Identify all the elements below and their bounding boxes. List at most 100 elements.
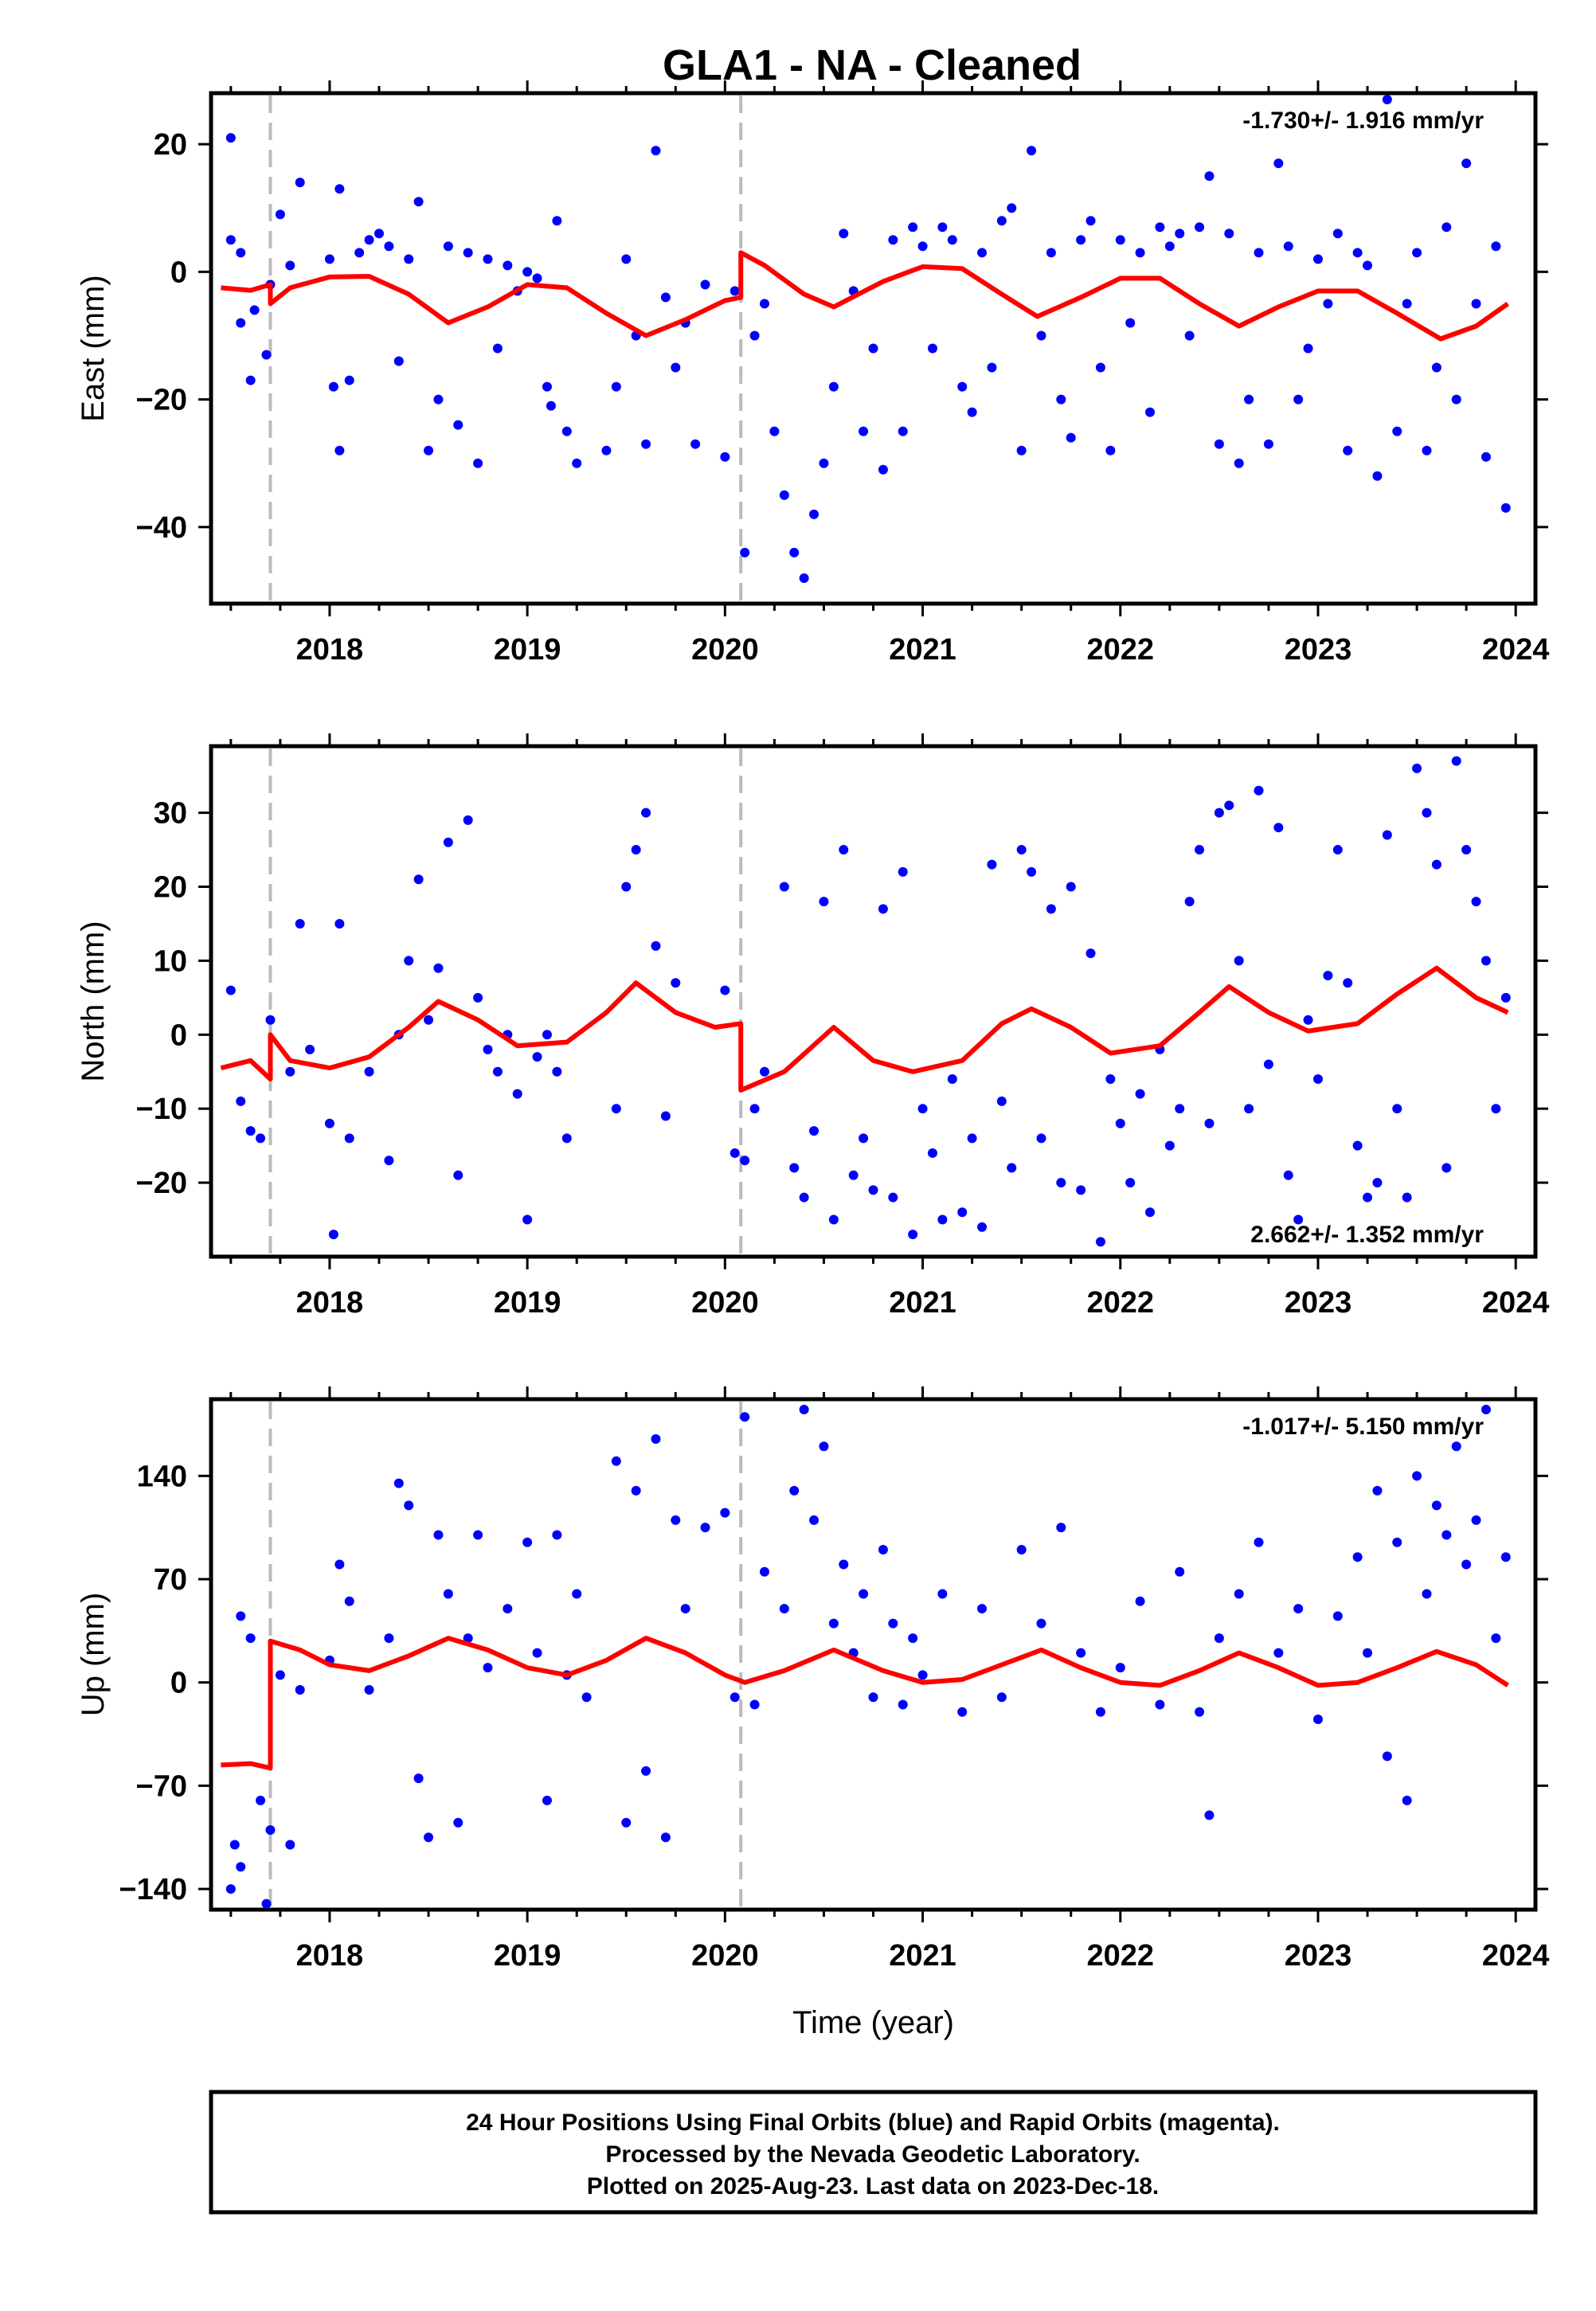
data-point [1234, 1589, 1244, 1599]
x-tick-label: 2023 [1285, 1939, 1352, 1973]
data-point [1441, 1530, 1452, 1540]
data-point [1066, 432, 1076, 443]
data-point [328, 1230, 338, 1240]
data-point [1056, 394, 1066, 405]
data-point [433, 1530, 444, 1540]
x-tick-label: 2023 [1285, 1286, 1352, 1320]
data-point [522, 1214, 533, 1225]
data-point [1066, 882, 1076, 892]
data-point [256, 1795, 266, 1805]
figure-title: GLA1 - NA - Cleaned [663, 41, 1082, 89]
data-point [671, 978, 681, 988]
data-point [749, 330, 760, 341]
data-point [660, 292, 671, 303]
data-point [334, 184, 345, 194]
data-point [236, 1862, 246, 1872]
data-point [631, 845, 641, 855]
data-points [225, 1404, 1511, 1909]
data-point [229, 1840, 240, 1850]
data-point [225, 985, 236, 995]
data-point [1500, 1552, 1511, 1562]
data-point [730, 1148, 740, 1158]
data-point [424, 1015, 434, 1025]
data-point [898, 1699, 908, 1710]
data-point [1461, 1559, 1472, 1570]
x-tick-label: 2020 [691, 633, 759, 667]
data-point [413, 1773, 424, 1784]
data-point [324, 254, 334, 264]
data-point [413, 874, 424, 885]
data-point [256, 1133, 266, 1144]
data-point [473, 458, 483, 468]
data-point [1500, 502, 1511, 513]
data-point [225, 1884, 236, 1895]
data-point [1441, 1163, 1452, 1173]
data-point [503, 1604, 513, 1614]
data-point [443, 837, 453, 847]
data-point [819, 897, 829, 907]
data-point [908, 222, 918, 233]
model-curve [220, 965, 1509, 1093]
data-point [720, 452, 730, 462]
data-point [1392, 1104, 1402, 1114]
data-point [1115, 1663, 1125, 1673]
data-point [265, 1824, 276, 1835]
data-point [552, 216, 562, 226]
data-point [225, 235, 236, 245]
data-point [1382, 1751, 1392, 1762]
data-point [236, 1611, 246, 1621]
y-tick-label: 30 [154, 797, 187, 831]
data-point [779, 882, 789, 892]
y-tick-label: 10 [154, 944, 187, 978]
data-point [225, 133, 236, 143]
data-point [1273, 158, 1284, 169]
data-point [611, 381, 621, 392]
data-point [1027, 146, 1037, 156]
data-point [996, 1692, 1007, 1703]
data-point [1352, 1552, 1363, 1562]
panel-3: 2018 2019 2020 2021 2022 2023 2024 140 70 0 −70 −14… [76, 1386, 1549, 2040]
data-point [611, 1104, 621, 1114]
data-point [947, 1074, 957, 1085]
data-point [453, 1170, 464, 1180]
data-point [878, 464, 888, 475]
data-point [236, 248, 246, 258]
data-point [977, 1222, 988, 1232]
data-point [1155, 1699, 1165, 1710]
data-point [1343, 445, 1353, 456]
data-point [295, 918, 305, 929]
data-point [453, 1817, 464, 1828]
data-point [552, 1066, 562, 1077]
data-point [1283, 241, 1293, 252]
data-point [1283, 1170, 1293, 1180]
data-point [463, 815, 473, 825]
data-point [1195, 1707, 1205, 1717]
y-tick-label: 0 [170, 256, 187, 289]
y-tick-label: 20 [154, 128, 187, 162]
x-tick-label: 2023 [1285, 633, 1352, 667]
data-point [275, 209, 285, 220]
data-point [1412, 763, 1422, 773]
data-point [344, 1133, 354, 1144]
data-point [1293, 1214, 1304, 1225]
data-point [769, 426, 780, 436]
data-point [1195, 222, 1205, 233]
data-point [1036, 1618, 1046, 1629]
data-point [660, 1111, 671, 1121]
data-point [1175, 1104, 1185, 1114]
data-point [680, 1604, 690, 1614]
data-point [1422, 1589, 1432, 1599]
data-point [1382, 95, 1392, 105]
y-tick-label: −10 [136, 1093, 187, 1126]
data-point [1481, 1404, 1491, 1414]
data-point [1234, 956, 1244, 966]
data-point [1431, 859, 1441, 870]
data-point [492, 1066, 503, 1077]
data-point [1046, 248, 1056, 258]
velocity-label: 2.662+/- 1.352 mm/yr [1250, 1222, 1484, 1248]
data-point [561, 426, 572, 436]
data-point [759, 1066, 769, 1077]
data-point [888, 1618, 898, 1629]
x-tick-label: 2022 [1086, 1939, 1154, 1973]
y-axis-label: North (mm) [76, 921, 111, 1081]
